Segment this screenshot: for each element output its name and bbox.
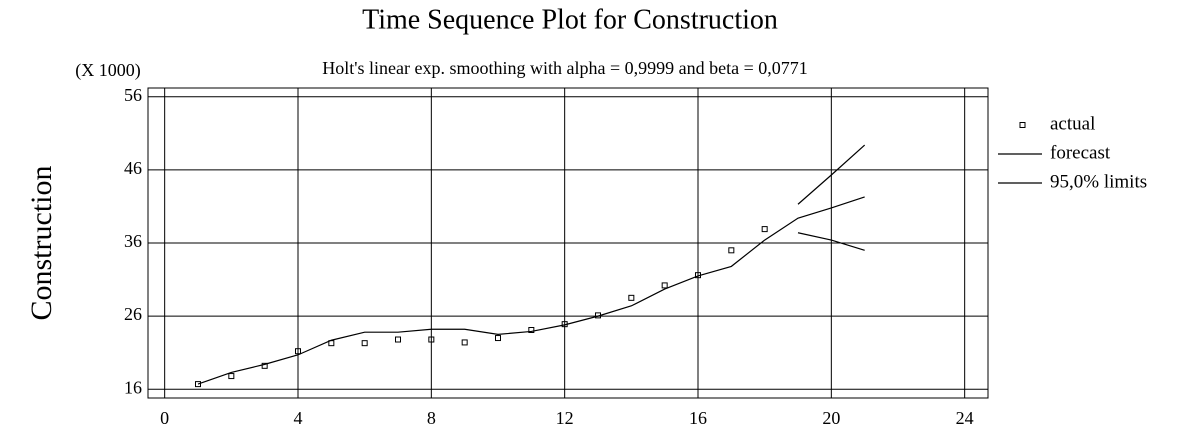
y-tick-label: 36	[124, 231, 142, 251]
actual-point	[261, 362, 268, 369]
actual-point	[361, 340, 368, 347]
actual-point	[628, 294, 635, 301]
y-axis-label: Construction	[25, 166, 58, 321]
actual-point	[661, 282, 668, 289]
y-multiplier: (X 1000)	[75, 60, 141, 81]
actual-point	[428, 336, 435, 343]
actual-point	[495, 335, 501, 342]
chart-title: Time Sequence Plot for Construction	[362, 4, 778, 35]
upper-limit-line	[797, 144, 866, 205]
x-tick-label: 8	[427, 408, 436, 428]
lower-limit-line	[797, 232, 865, 251]
x-tick-label: 0	[160, 408, 169, 428]
actual-point	[395, 336, 401, 343]
legend-label: forecast	[1050, 142, 1111, 163]
actual-point	[728, 247, 735, 254]
x-tick-label: 12	[556, 408, 574, 428]
y-tick-label: 56	[124, 85, 142, 105]
actual-point	[228, 373, 235, 380]
y-tick-label: 16	[124, 377, 142, 397]
legend-label: 95,0% limits	[1050, 171, 1147, 192]
x-tick-label: 4	[294, 408, 303, 428]
actual-point	[461, 339, 468, 346]
chart-subtitle: Holt's linear exp. smoothing with alpha …	[322, 58, 807, 78]
x-tick-label: 24	[956, 408, 974, 428]
legend-marker	[1019, 122, 1026, 128]
y-tick-label: 26	[124, 304, 142, 324]
legend-label: actual	[1050, 113, 1095, 134]
forecast-line	[197, 196, 865, 385]
actual-point	[195, 381, 201, 388]
actual-point	[528, 327, 535, 334]
x-tick-label: 20	[822, 408, 840, 428]
x-tick-label: 16	[689, 408, 707, 428]
actual-point	[761, 226, 768, 233]
y-tick-label: 46	[124, 158, 142, 178]
actual-point	[295, 348, 301, 355]
